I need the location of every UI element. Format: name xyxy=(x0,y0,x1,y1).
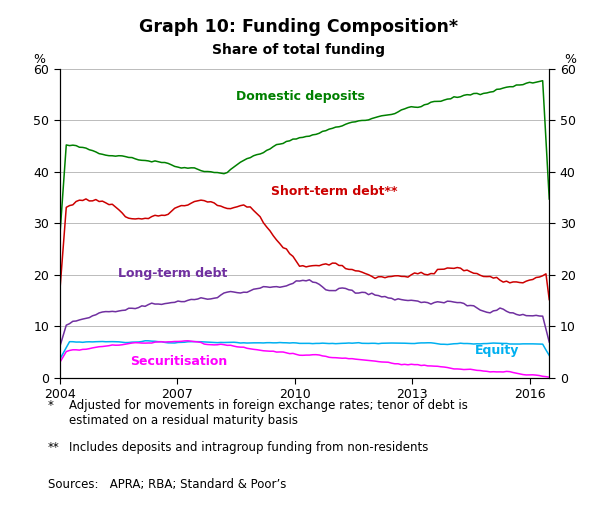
Text: Sources:   APRA; RBA; Standard & Poor’s: Sources: APRA; RBA; Standard & Poor’s xyxy=(48,478,286,491)
Text: **: ** xyxy=(48,441,60,454)
Text: Short-term debt**: Short-term debt** xyxy=(271,185,398,198)
Text: %: % xyxy=(564,53,576,65)
Text: Securitisation: Securitisation xyxy=(130,355,227,367)
Text: Long-term debt: Long-term debt xyxy=(118,267,228,280)
Text: %: % xyxy=(33,53,45,65)
Text: Includes deposits and intragroup funding from non-residents: Includes deposits and intragroup funding… xyxy=(69,441,428,454)
Text: Graph 10: Funding Composition*: Graph 10: Funding Composition* xyxy=(139,18,458,36)
Text: Share of total funding: Share of total funding xyxy=(212,43,385,58)
Text: Adjusted for movements in foreign exchange rates; tenor of debt is
estimated on : Adjusted for movements in foreign exchan… xyxy=(69,399,467,427)
Text: Equity: Equity xyxy=(475,344,519,357)
Text: *: * xyxy=(48,399,54,412)
Text: Domestic deposits: Domestic deposits xyxy=(236,90,365,102)
